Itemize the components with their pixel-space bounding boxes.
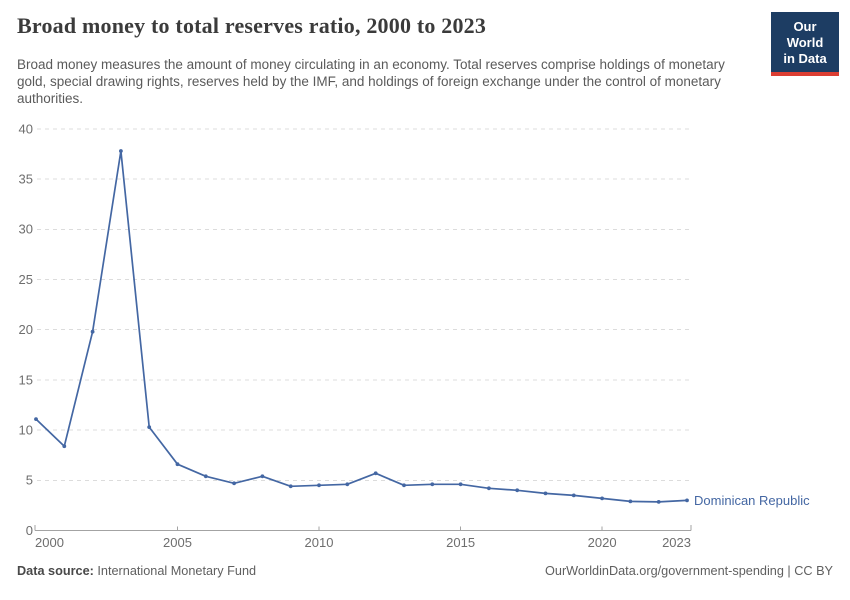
y-tick-label: 10 <box>19 423 33 438</box>
data-point <box>628 499 633 504</box>
x-tick-label: 2015 <box>446 535 475 550</box>
data-point <box>62 444 67 449</box>
data-point <box>232 481 237 486</box>
owid-logo-line2: in Data <box>783 51 827 66</box>
x-tick-label: 2005 <box>163 535 192 550</box>
x-tick-label: 2000 <box>35 535 64 550</box>
data-point <box>34 417 38 421</box>
x-tick-label: 2023 <box>662 535 691 550</box>
y-tick-label: 30 <box>19 222 33 237</box>
data-source: Data source: International Monetary Fund <box>17 564 256 578</box>
page-title: Broad money to total reserves ratio, 200… <box>17 13 487 38</box>
data-point <box>373 471 378 476</box>
data-point <box>543 491 548 496</box>
data-point <box>487 486 491 491</box>
data-point <box>288 484 293 489</box>
data-point <box>147 425 152 429</box>
data-point <box>685 498 689 503</box>
series-end-label[interactable]: Dominican Republic <box>694 493 810 508</box>
y-tick-label: 5 <box>26 473 33 488</box>
data-point <box>402 483 406 488</box>
data-point <box>119 149 123 153</box>
data-point <box>203 474 208 479</box>
y-tick-label: 20 <box>19 322 33 337</box>
x-tick-label: 2010 <box>305 535 334 550</box>
series-line <box>35 150 688 503</box>
line-chart: 0 5 10 15 20 25 30 35 40 2000 2005 2010 2015 2020 2023… <box>19 121 811 550</box>
data-point <box>571 493 576 498</box>
y-tick-label: 35 <box>19 172 33 187</box>
data-point <box>175 462 180 467</box>
data-point <box>515 488 520 493</box>
data-point <box>430 482 435 487</box>
data-point <box>260 474 265 479</box>
owid-logo[interactable]: Our World in Data <box>771 12 839 76</box>
data-point <box>90 329 95 334</box>
data-point <box>317 483 321 488</box>
chart-subtitle: Broad money measures the amount of money… <box>17 57 725 106</box>
owid-logo-line1: Our World <box>786 19 824 50</box>
data-point <box>458 482 463 487</box>
y-tick-label: 0 <box>26 523 33 538</box>
data-point <box>656 500 661 504</box>
x-tick-label: 2020 <box>588 535 617 550</box>
attribution-link[interactable]: OurWorldinData.org/government-spending |… <box>545 564 833 578</box>
chart-footer: Data source: International Monetary Fund… <box>17 564 833 578</box>
y-tick-label: 25 <box>19 272 33 287</box>
data-source-value: International Monetary Fund <box>93 564 257 578</box>
data-source-label: Data source: <box>17 564 94 578</box>
data-point <box>345 482 350 487</box>
y-tick-label: 40 <box>19 121 33 136</box>
data-point <box>600 496 604 501</box>
y-tick-label: 15 <box>19 372 33 387</box>
